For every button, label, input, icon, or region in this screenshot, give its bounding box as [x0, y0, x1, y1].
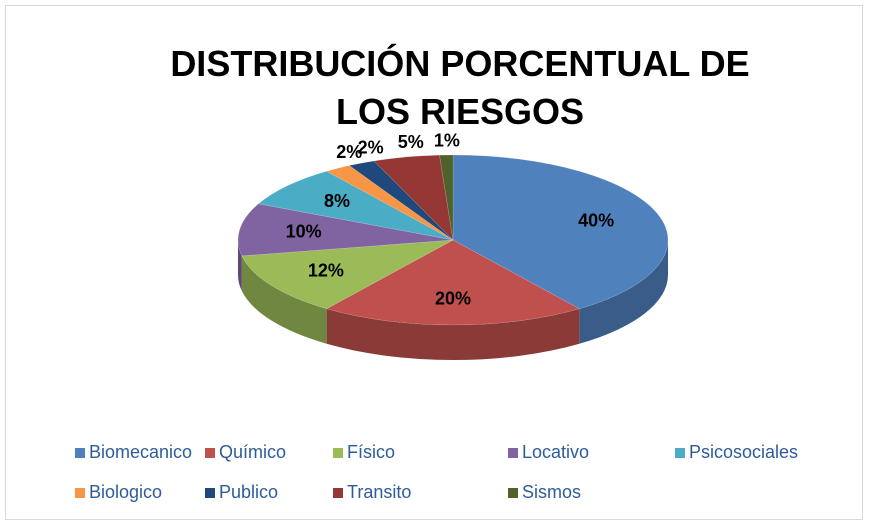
legend-label: Sismos [522, 482, 581, 502]
legend-swatch [333, 448, 343, 458]
data-label: 2% [336, 142, 362, 162]
legend-label: Biologico [89, 482, 162, 502]
legend-swatch [333, 488, 343, 498]
slice [373, 154, 454, 241]
data-label: 8% [324, 191, 350, 211]
data-label: 2% [358, 138, 384, 158]
data-label: 10% [286, 221, 322, 241]
slice-side [241, 255, 327, 344]
legend-swatch [675, 448, 685, 458]
slice [439, 154, 454, 241]
data-label: 1% [434, 130, 460, 150]
slice [257, 170, 454, 241]
legend-swatch [75, 448, 85, 458]
legend-label: Físico [347, 442, 395, 462]
legend-label: Biomecanico [89, 442, 192, 462]
slice [237, 203, 454, 257]
slice [241, 239, 454, 310]
chart-title: DISTRIBUCIÓN PORCENTUAL DE LOS RIESGOS [170, 43, 750, 132]
data-label: 12% [308, 261, 344, 281]
data-label: 5% [398, 132, 424, 152]
data-label: 40% [578, 210, 614, 230]
slice [325, 239, 581, 326]
legend-label: Publico [219, 482, 278, 502]
legend-swatch [205, 448, 215, 458]
slice [452, 154, 669, 310]
legend-swatch [508, 448, 518, 458]
legend-label: Locativo [522, 442, 589, 462]
legend-label: Químico [219, 442, 286, 462]
data-label: 20% [435, 288, 471, 308]
legend-swatch [75, 488, 85, 498]
legend-label: Transito [347, 482, 411, 502]
slice-side [238, 240, 242, 291]
slice-side [326, 308, 580, 360]
legend-label: Psicosociales [689, 442, 798, 462]
chart-frame [5, 5, 863, 520]
legend-swatch [508, 488, 518, 498]
slice-side [579, 240, 668, 344]
legend-swatch [205, 488, 215, 498]
slice [348, 160, 454, 241]
slice [325, 165, 454, 241]
